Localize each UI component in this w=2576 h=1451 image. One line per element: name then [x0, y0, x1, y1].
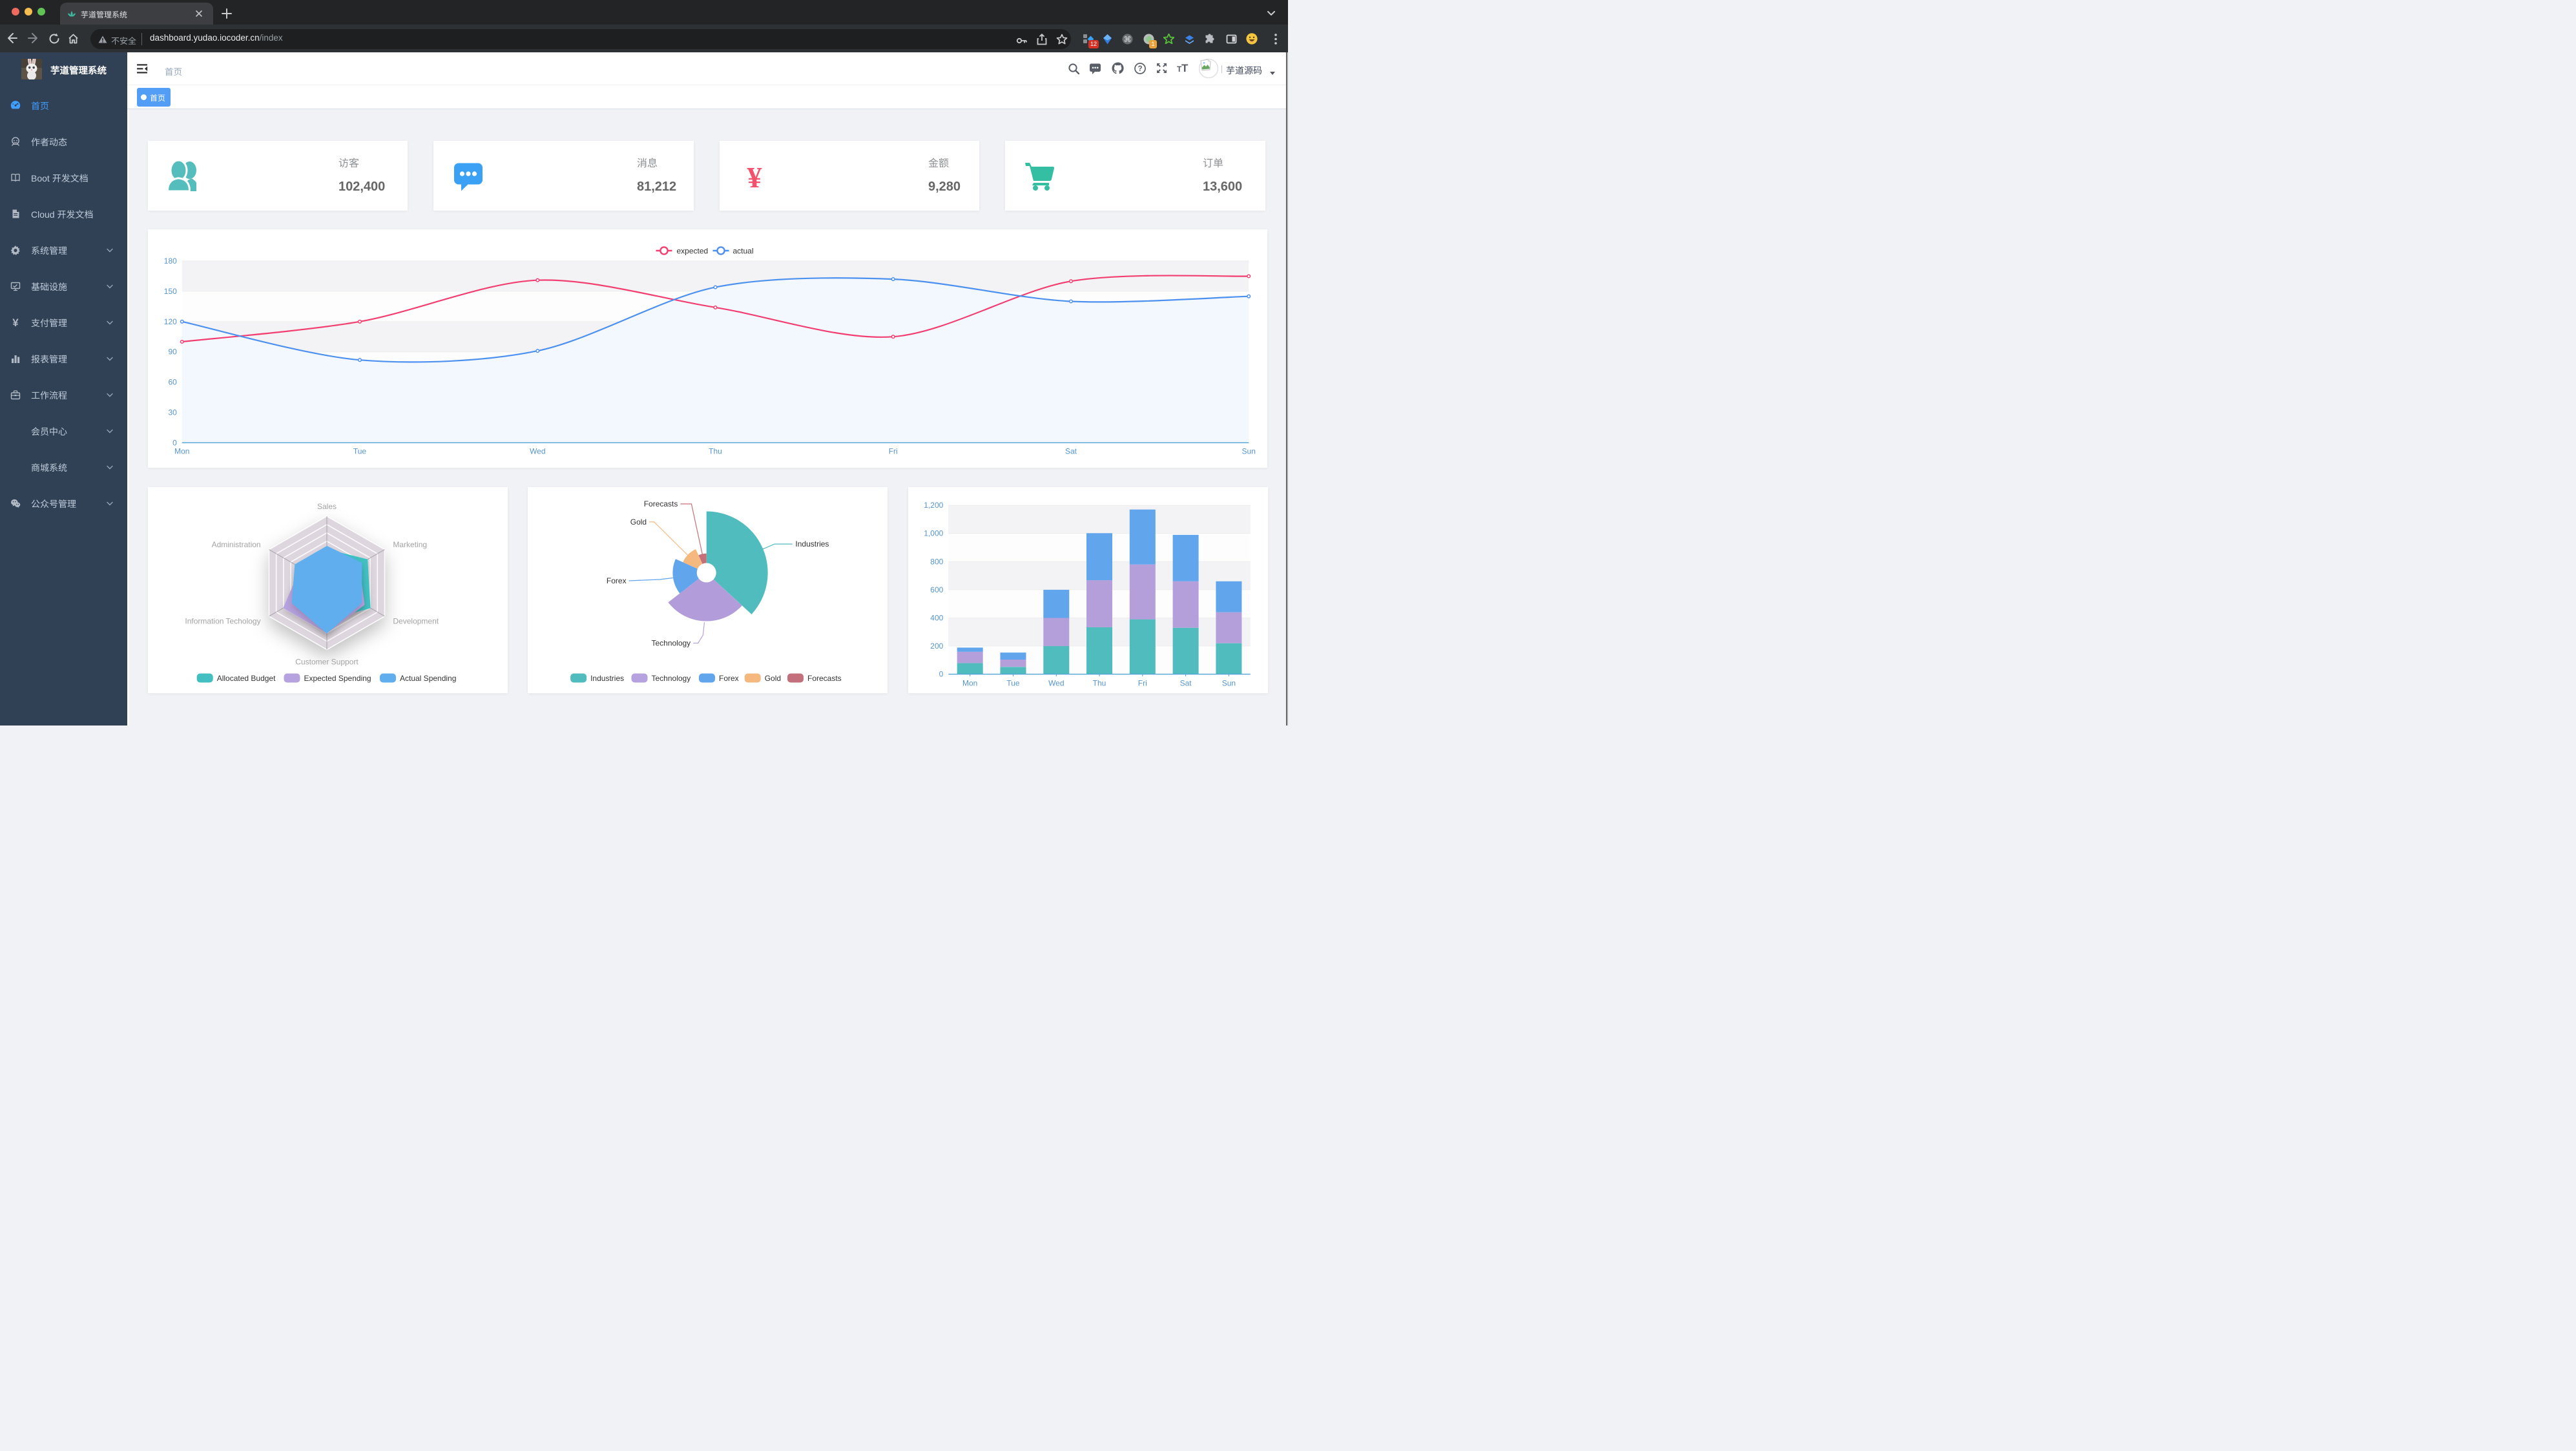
svg-text:Sun: Sun: [1242, 446, 1256, 455]
svg-text:Information Techology: Information Techology: [185, 616, 260, 625]
svg-text:Thu: Thu: [709, 446, 722, 455]
svg-text:Customer Support: Customer Support: [295, 658, 358, 667]
svg-text:Forecasts: Forecasts: [807, 674, 842, 683]
svg-text:Mon: Mon: [962, 679, 977, 688]
svg-text:Mon: Mon: [174, 446, 189, 455]
svg-text:180: 180: [164, 256, 177, 266]
svg-text:1,000: 1,000: [924, 529, 943, 538]
svg-text:400: 400: [930, 614, 943, 623]
svg-text:T: T: [1177, 65, 1182, 74]
svg-text:Sat: Sat: [1179, 679, 1192, 688]
svg-text:Expected Spending: Expected Spending: [304, 674, 371, 683]
svg-text:expected: expected: [677, 247, 709, 256]
svg-text:Sales: Sales: [317, 502, 337, 511]
svg-text:Technology: Technology: [652, 639, 691, 648]
svg-text:800: 800: [930, 557, 943, 566]
svg-text:Actual Spending: Actual Spending: [400, 674, 456, 683]
svg-text:Wed: Wed: [1048, 679, 1064, 688]
svg-text:Sat: Sat: [1065, 446, 1077, 455]
svg-text:actual: actual: [733, 247, 754, 256]
svg-text:T: T: [1181, 62, 1189, 74]
svg-text:Sun: Sun: [1221, 679, 1235, 688]
svg-text:Wed: Wed: [530, 446, 545, 455]
svg-text:600: 600: [930, 585, 943, 594]
svg-text:Industries: Industries: [796, 539, 829, 548]
svg-text:⌘: ⌘: [1124, 35, 1132, 44]
svg-text:90: 90: [168, 348, 177, 357]
svg-text:200: 200: [930, 642, 943, 651]
svg-text:60: 60: [168, 378, 177, 387]
svg-text:Technology: Technology: [652, 674, 691, 683]
svg-text:Fri: Fri: [1137, 679, 1147, 688]
svg-text:Gold: Gold: [630, 517, 647, 527]
svg-text:Industries: Industries: [590, 674, 624, 683]
svg-text:Fri: Fri: [889, 446, 898, 455]
svg-text:Allocated Budget: Allocated Budget: [217, 674, 276, 683]
svg-text:¥: ¥: [747, 161, 762, 191]
svg-text:Tue: Tue: [1006, 679, 1020, 688]
svg-text:150: 150: [164, 287, 177, 296]
svg-text:Thu: Thu: [1092, 679, 1106, 688]
svg-text:0: 0: [939, 670, 943, 679]
svg-text:Forex: Forex: [607, 576, 627, 585]
svg-text:1,200: 1,200: [924, 501, 943, 510]
svg-text:¥: ¥: [12, 317, 19, 328]
svg-text:?: ?: [1137, 65, 1142, 73]
svg-text:120: 120: [164, 317, 177, 326]
svg-text:Development: Development: [393, 616, 439, 625]
svg-text:Forex: Forex: [719, 674, 739, 683]
svg-text:0: 0: [172, 438, 177, 447]
svg-text:Gold: Gold: [765, 674, 781, 683]
svg-text:Administration: Administration: [212, 540, 261, 549]
svg-text:Forecasts: Forecasts: [644, 499, 678, 508]
svg-text:Marketing: Marketing: [393, 540, 427, 549]
svg-text:Tue: Tue: [353, 446, 367, 455]
svg-text:30: 30: [168, 408, 177, 417]
